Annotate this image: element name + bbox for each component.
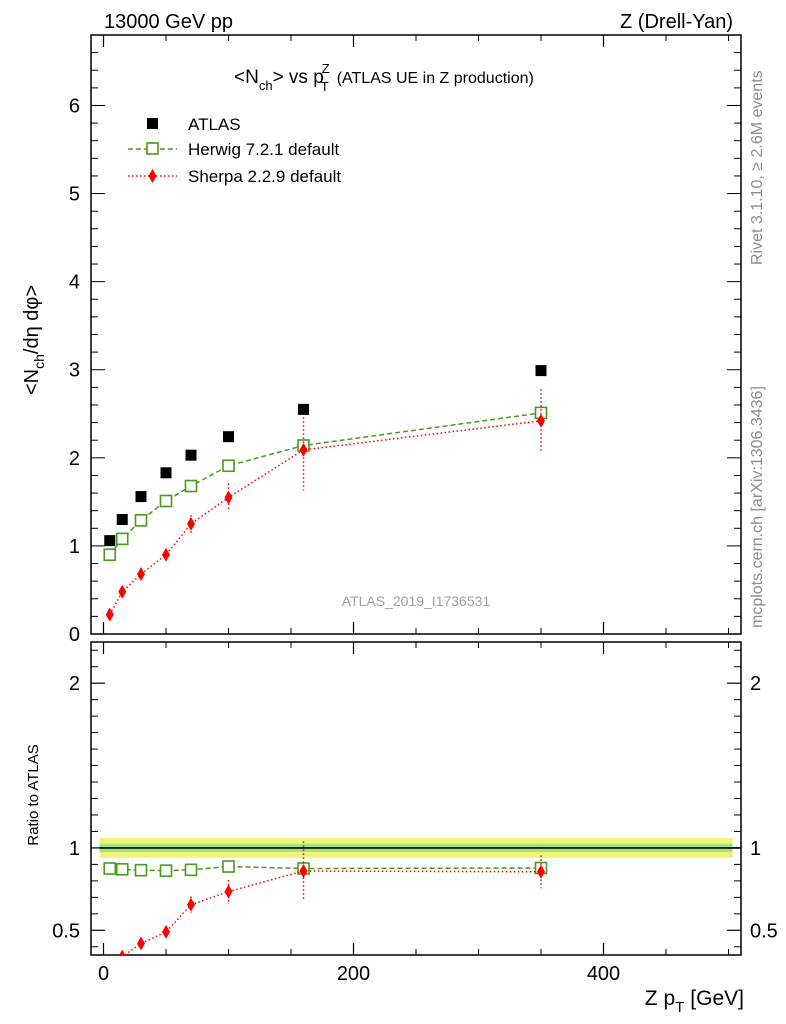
ratio-y-tick-label: 0.5 [52, 920, 80, 942]
main-atlas-point [104, 535, 116, 547]
ratio-y-tick-label-right: 1 [750, 838, 761, 860]
main-sherpa-line [109, 420, 542, 615]
plot-title: <Nch> vs pZ T (ATLAS UE in Z production) [234, 61, 534, 94]
legend-item-sherpa: Sherpa 2.2.9 default [128, 167, 341, 186]
main-herwig-point [115, 532, 129, 546]
ratio-herwig-point [184, 863, 198, 877]
mcplots-label: mcplots.cern.ch [arXiv:1306.3436] [749, 386, 766, 628]
main-herwig-line [109, 412, 542, 556]
x-tick-label: 200 [337, 963, 370, 985]
main-sherpa-series [105, 389, 545, 622]
legend-item-herwig: Herwig 7.2.1 default [128, 140, 339, 159]
legend-marker-atlas [147, 118, 158, 129]
ratio-sherpa-point [187, 897, 195, 912]
main-atlas-point [116, 513, 128, 525]
collision-label: 13000 GeV pp [104, 11, 233, 33]
legend-marker-sherpa [148, 169, 157, 183]
main-y-tick-label: 3 [69, 360, 80, 382]
main-y-tick-label: 5 [69, 184, 80, 206]
main-sherpa-point [537, 413, 545, 428]
ratio-herwig-point [115, 863, 129, 876]
ratio-sherpa-point [119, 949, 126, 955]
x-tick-label: 0 [98, 963, 109, 985]
ratio-y-tick-label: 2 [69, 673, 80, 695]
main-sherpa-point [299, 442, 308, 457]
main-sherpa-point [162, 547, 170, 562]
ratio-herwig-line [109, 865, 542, 872]
main-sherpa-point [137, 567, 145, 582]
main-sherpa-point [118, 584, 127, 599]
ratio-sherpa-point [537, 864, 545, 879]
x-axis-title: Z pT [GeV] [645, 987, 744, 1016]
main-sherpa-point [224, 490, 233, 505]
ratio-herwig-point [103, 862, 117, 875]
main-atlas-point [223, 431, 234, 443]
legend-label-herwig: Herwig 7.2.1 default [188, 140, 339, 159]
main-y-tick-label: 2 [69, 448, 80, 470]
ratio-sherpa-line [123, 870, 542, 955]
ratio-herwig-point [134, 863, 148, 877]
main-panel: 0 1 2 3 4 5 6 [69, 34, 742, 646]
ratio-y-tick-label-right: 0.5 [750, 920, 778, 942]
analysis-watermark: ATLAS_2019_I1736531 [342, 593, 491, 609]
main-y-tick-label: 0 [69, 624, 80, 646]
ratio-axis-title: Ratio to ATLAS [25, 744, 42, 845]
ratio-herwig-point [159, 864, 173, 877]
main-sherpa-point [187, 516, 195, 531]
main-atlas-point [160, 467, 172, 479]
legend: ATLAS Herwig 7.2.1 default Sherpa 2.2.9 … [128, 115, 341, 186]
main-atlas-point [298, 403, 309, 415]
legend-label-atlas: ATLAS [188, 115, 241, 134]
rivet-label: Rivet 3.1.10, ≥ 2.6M events [749, 70, 766, 265]
main-herwig-point [222, 459, 235, 473]
main-y-tick-label: 4 [69, 272, 80, 294]
main-herwig-series [103, 406, 548, 562]
ratio-y-tick-label-right: 2 [750, 673, 761, 695]
legend-item-atlas: ATLAS [147, 115, 241, 134]
main-atlas-series [104, 365, 547, 547]
main-atlas-point [185, 449, 197, 461]
ratio-sherpa-point [299, 863, 308, 878]
main-herwig-point [103, 548, 117, 562]
main-y-tick-label: 6 [69, 95, 80, 117]
legend-marker-herwig [146, 142, 159, 155]
main-atlas-point [535, 365, 547, 377]
ratio-sherpa-point [224, 884, 233, 899]
main-atlas-point [135, 491, 147, 503]
x-tick-label: 400 [587, 963, 620, 985]
main-herwig-point [134, 514, 148, 527]
ratio-panel: 0 200 400 0.5 0.5 1 1 2 2 [52, 641, 778, 985]
ratio-y-tick-label: 1 [69, 838, 80, 860]
ratio-sherpa-point [137, 936, 145, 951]
ratio-sherpa-series [119, 841, 545, 955]
legend-label-sherpa: Sherpa 2.2.9 default [188, 167, 341, 186]
main-y-tick-label: 1 [69, 536, 80, 558]
ratio-herwig-point [222, 860, 235, 873]
ratio-herwig-series [103, 860, 548, 877]
process-label: Z (Drell-Yan) [620, 11, 733, 33]
main-herwig-point [184, 479, 198, 493]
y-axis-title: <Nch/dη dφ> [21, 285, 47, 395]
main-herwig-point [159, 494, 173, 508]
main-sherpa-point [105, 607, 114, 622]
ratio-band-group [99, 838, 741, 858]
ratio-sherpa-point [162, 924, 170, 939]
